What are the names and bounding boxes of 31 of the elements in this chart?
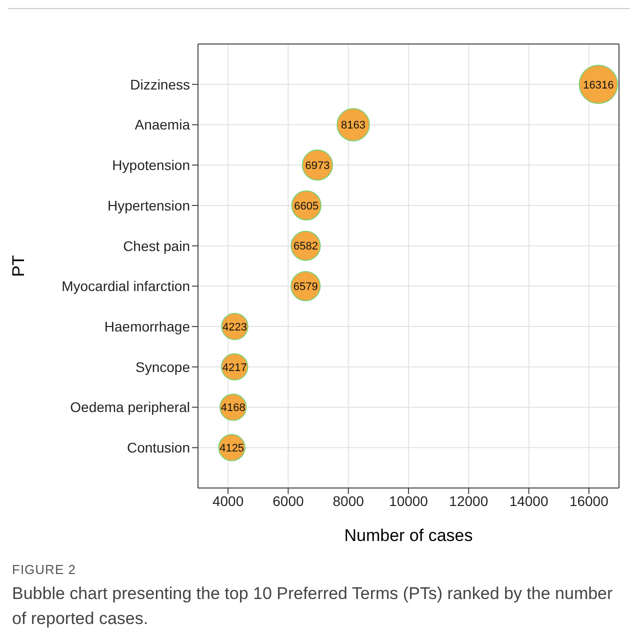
data-label: 6605 [294,200,319,212]
x-tick-label: 14000 [509,492,548,509]
data-label: 6579 [293,281,318,294]
x-tick-label: 4000 [212,492,244,509]
text: Bubble chart presenting the top 10 Preferred Terms (PTs) ranked by the number of reported cases. [12,583,614,630]
data-label: 6582 [293,240,318,253]
data-label: 4223 [222,321,248,334]
y-tick-label: Syncope [136,358,190,375]
x-tick-label: 10000 [389,492,428,509]
y-tick-label: Contusion [126,440,190,456]
y-tick-label: Hypotension [112,157,190,174]
y-tick-label: Myocardial infarction [62,278,190,294]
data-label: 6973 [305,160,330,172]
data-label: 16316 [583,79,614,92]
data-label: 8163 [341,120,366,132]
y-tick-label: Oedema peripheral [70,399,190,416]
y-tick-label: Dizziness [130,76,190,92]
y-tick-label: Haemorrhage [104,318,190,335]
y-tick-label: Anaemia [134,116,190,133]
x-tick-label: 6000 [272,492,304,509]
data-label: 4125 [220,442,244,455]
y-tick-label: Chest pain [123,238,190,254]
x-axis-title: Number of cases [344,526,473,545]
y-axis-title: PT [9,255,28,277]
data-label: 4168 [220,402,246,414]
y-tick-label: Hypertension [108,197,190,214]
x-tick-label: 12000 [449,492,488,509]
caption: FIGURE 2 [12,562,77,577]
data-label: 4217 [222,362,247,374]
x-tick-label: 8000 [332,492,364,509]
x-tick-label: 16000 [569,492,609,509]
